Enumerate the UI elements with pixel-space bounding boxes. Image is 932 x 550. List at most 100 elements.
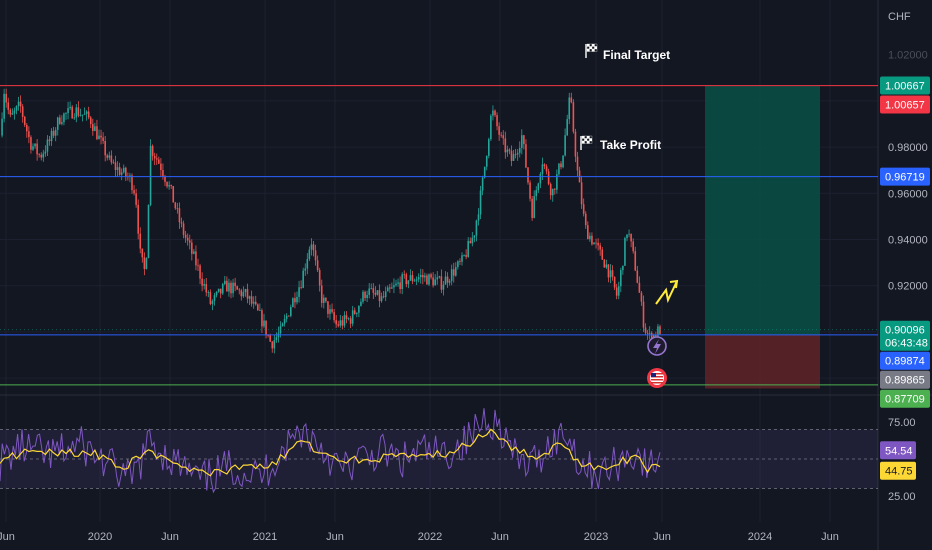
take-profit-label: Take Profit bbox=[600, 138, 661, 152]
candle-body bbox=[331, 309, 333, 313]
candle-body bbox=[75, 107, 78, 118]
candle-body bbox=[620, 270, 622, 287]
candle-body bbox=[184, 234, 187, 238]
candle-body bbox=[479, 190, 482, 215]
candle-body bbox=[533, 196, 535, 218]
candle-body bbox=[436, 277, 439, 280]
take-profit-flag[interactable]: Take Profit bbox=[580, 135, 661, 152]
candle-body bbox=[219, 288, 222, 294]
rsi-value-label[interactable]: 54.54 bbox=[880, 441, 916, 460]
candle-body bbox=[580, 182, 583, 205]
candle-body bbox=[448, 280, 451, 283]
candle-body bbox=[582, 204, 585, 214]
price-label[interactable]: 1.00667 bbox=[880, 76, 930, 95]
candle-body bbox=[170, 185, 172, 186]
candle-body bbox=[570, 97, 573, 103]
candle-body bbox=[636, 270, 639, 283]
candle-body bbox=[224, 280, 226, 285]
candle-body bbox=[261, 310, 263, 327]
rsi-value-label[interactable]: 44.75 bbox=[880, 461, 916, 480]
long-position-tool[interactable] bbox=[705, 85, 820, 389]
candle-body bbox=[44, 151, 47, 154]
candle-body bbox=[287, 315, 290, 317]
candle-body bbox=[516, 152, 519, 155]
time-tick-label: 2020 bbox=[88, 531, 112, 543]
profit-zone[interactable] bbox=[705, 85, 820, 335]
candle-body bbox=[518, 147, 521, 153]
candle-body bbox=[467, 240, 469, 257]
candle-body bbox=[329, 309, 331, 314]
time-tick-label: Jun bbox=[161, 531, 179, 543]
stop-loss-zone[interactable] bbox=[705, 334, 820, 389]
rsi-tick-label: 25.00 bbox=[888, 491, 916, 503]
candle-body bbox=[191, 242, 193, 254]
candle-body bbox=[81, 114, 84, 116]
candle-body bbox=[564, 135, 566, 156]
horizontal-lines[interactable] bbox=[0, 85, 878, 386]
price-label-text: 0.89865 bbox=[885, 375, 925, 387]
candle-body bbox=[440, 276, 443, 290]
candle-body bbox=[139, 233, 142, 249]
candle-body bbox=[591, 235, 593, 245]
us-flag-icon[interactable] bbox=[647, 368, 667, 388]
candle-body bbox=[85, 111, 88, 114]
candle-body bbox=[364, 291, 366, 299]
candle-body bbox=[325, 297, 327, 302]
candle-body bbox=[508, 149, 511, 151]
candle-body bbox=[252, 301, 255, 304]
lightning-icon[interactable] bbox=[647, 336, 667, 356]
price-label[interactable]: 0.87709 bbox=[880, 389, 930, 408]
price-label[interactable]: 0.89865 bbox=[880, 370, 930, 389]
candle-body bbox=[657, 326, 659, 337]
candle-body bbox=[356, 312, 358, 314]
candle-body bbox=[521, 135, 523, 148]
candle-body bbox=[397, 282, 399, 284]
candle-body bbox=[510, 150, 513, 161]
candle-body bbox=[205, 284, 208, 293]
candle-body bbox=[349, 318, 352, 324]
candle-body bbox=[273, 340, 276, 349]
candle-body bbox=[337, 324, 340, 326]
candle-body bbox=[341, 320, 344, 326]
up-right-arrow-icon[interactable] bbox=[655, 279, 679, 305]
candle-body bbox=[143, 257, 146, 269]
candle-body bbox=[444, 276, 447, 285]
price-label[interactable]: 0.96719 bbox=[880, 167, 930, 186]
candle-body bbox=[50, 130, 53, 142]
time-tick-label: 2023 bbox=[584, 531, 608, 543]
candle-body bbox=[605, 264, 608, 268]
candle-body bbox=[302, 270, 304, 288]
candle-body bbox=[1, 118, 3, 136]
candle-body bbox=[83, 113, 86, 115]
candle-body bbox=[120, 172, 123, 175]
price-label[interactable]: 0.89874 bbox=[880, 351, 930, 370]
candle-body bbox=[199, 265, 201, 279]
candle-body bbox=[312, 244, 315, 251]
candle-body bbox=[79, 115, 82, 116]
candle-body bbox=[67, 108, 69, 114]
candle-body bbox=[391, 287, 393, 289]
price-label-text: 0.87709 bbox=[885, 394, 925, 406]
candle-body bbox=[250, 296, 253, 304]
candle-body bbox=[195, 251, 197, 266]
candle-body bbox=[640, 292, 643, 302]
candle-body bbox=[419, 274, 422, 278]
candle-body bbox=[465, 255, 467, 257]
candle-body bbox=[483, 166, 486, 178]
price-label[interactable]: 1.00657 bbox=[880, 95, 930, 114]
candle-body bbox=[230, 282, 232, 294]
time-axis[interactable]: Jun 2020 Jun 2021 Jun 2022 Jun 2023 Jun 2024 Jun bbox=[0, 531, 839, 543]
candle-body bbox=[102, 137, 104, 141]
candle-body bbox=[153, 155, 156, 159]
candle-body bbox=[492, 110, 494, 116]
candle-body bbox=[9, 109, 12, 115]
candle-body bbox=[92, 124, 94, 131]
candle-body bbox=[368, 288, 370, 295]
final-target-flag[interactable]: Final Target bbox=[585, 43, 670, 62]
candle-body bbox=[595, 242, 597, 244]
price-axis[interactable]: CHF 1.020001.000000.980000.960000.940000… bbox=[880, 11, 930, 503]
price-label-text: 0.96719 bbox=[885, 172, 925, 184]
candle-body bbox=[463, 255, 465, 256]
